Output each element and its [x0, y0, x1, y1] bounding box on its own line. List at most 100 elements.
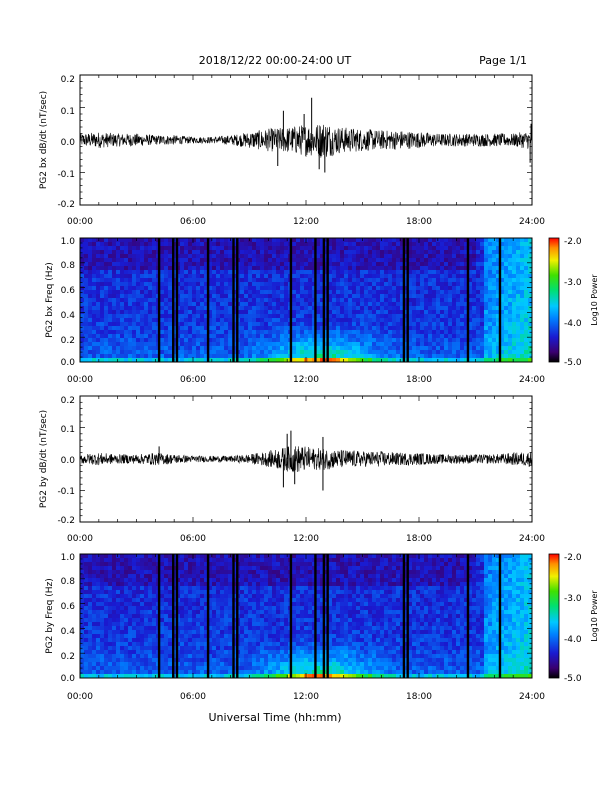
spectrogram-cell	[420, 282, 425, 287]
spectrogram-cell	[112, 566, 117, 571]
spectrogram-cell	[112, 558, 117, 563]
spectrogram-cell	[208, 334, 213, 339]
spectrogram-cell	[416, 314, 421, 319]
spectrogram-cell	[372, 350, 377, 355]
spectrogram-cell	[180, 338, 185, 343]
spectrogram-cell	[140, 290, 145, 295]
spectrogram-cell	[508, 286, 513, 291]
spectrogram-cell	[344, 278, 349, 283]
spectrogram-cell	[200, 246, 205, 251]
spectrogram-cell	[204, 610, 209, 615]
spectrogram-cell	[88, 670, 93, 675]
spectrogram-cell	[168, 242, 173, 247]
spectrogram-cell	[480, 334, 485, 339]
spectrogram-cell	[404, 270, 409, 275]
spectrogram-cell	[388, 334, 393, 339]
spectrogram-cell	[148, 290, 153, 295]
spectrogram-cell	[368, 290, 373, 295]
spectrogram-cell	[128, 286, 133, 291]
spectrogram-cell	[104, 266, 109, 271]
spectrogram-cell	[136, 650, 141, 655]
spectrogram-cell	[212, 630, 217, 635]
spectrogram-cell	[404, 338, 409, 343]
spectrogram-cell	[324, 342, 329, 347]
spectrogram-cell	[116, 346, 121, 351]
spectrogram-cell	[200, 578, 205, 583]
spectrogram-cell	[392, 298, 397, 303]
spectrogram-cell	[256, 346, 261, 351]
spectrogram-cell	[196, 282, 201, 287]
spectrogram-cell	[336, 346, 341, 351]
spectrogram-cell	[500, 302, 505, 307]
spectrogram-cell	[380, 262, 385, 267]
spectrogram-cell	[384, 310, 389, 315]
spectrogram-cell	[528, 346, 533, 351]
spectrogram-cell	[452, 334, 457, 339]
spectrogram-cell	[384, 250, 389, 255]
spectrogram-cell	[392, 238, 397, 243]
spectrogram-cell	[408, 346, 413, 351]
spectrogram-cell	[244, 278, 249, 283]
spectrogram-cell	[84, 246, 89, 251]
spectrogram-cell	[248, 302, 253, 307]
spectrogram-cell	[384, 326, 389, 331]
spectrogram-cell	[220, 290, 225, 295]
spectrogram-cell	[192, 242, 197, 247]
spectrogram-cell	[92, 358, 97, 363]
spectrogram-cell	[392, 354, 397, 359]
spectrogram-cell	[488, 242, 493, 247]
spectrogram-cell	[100, 582, 105, 587]
spectrogram-cell	[452, 346, 457, 351]
spectrogram-cell	[308, 334, 313, 339]
spectrogram-cell	[168, 286, 173, 291]
spectrogram-cell	[108, 634, 113, 639]
spectrogram-cell	[192, 622, 197, 627]
spectrogram-cell	[316, 326, 321, 331]
spectrogram-cell	[100, 606, 105, 611]
spectrogram-cell	[152, 266, 157, 271]
spectrogram-cell	[180, 282, 185, 287]
spectrogram-cell	[176, 270, 181, 275]
spectrogram-cell	[168, 246, 173, 251]
spectrogram-cell	[208, 290, 213, 295]
spectrogram-cell	[376, 326, 381, 331]
spectrogram-cell	[252, 294, 257, 299]
spectrogram-cell	[80, 254, 85, 259]
spectrogram-cell	[268, 306, 273, 311]
spectrogram-cell	[196, 262, 201, 267]
spectrogram-cell	[412, 358, 417, 363]
spectrogram-cell	[216, 246, 221, 251]
spectrogram-cell	[180, 334, 185, 339]
spectrogram-cell	[148, 306, 153, 311]
spectrogram-cell	[516, 322, 521, 327]
spectrogram-cell	[392, 318, 397, 323]
spectrogram-cell	[152, 350, 157, 355]
spectrogram-cell	[372, 354, 377, 359]
spectrogram-cell	[96, 654, 101, 659]
spectrogram-cell	[112, 250, 117, 255]
spectrogram-cell	[168, 670, 173, 675]
spectrogram-cell	[428, 354, 433, 359]
spectrogram-cell	[164, 354, 169, 359]
spectrogram-cell	[136, 566, 141, 571]
spectrogram-cell	[356, 358, 361, 363]
spectrogram-cell	[360, 278, 365, 283]
spectrogram-cell	[280, 350, 285, 355]
spectrogram-cell	[84, 626, 89, 631]
spectrogram-cell	[220, 654, 225, 659]
spectrogram-cell	[528, 342, 533, 347]
spectrogram-cell	[84, 598, 89, 603]
spectrogram-cell	[128, 634, 133, 639]
spectrogram-cell	[360, 254, 365, 259]
spectrogram-cell	[264, 238, 269, 243]
spectrogram-cell	[496, 298, 501, 303]
spectrogram-cell	[160, 278, 165, 283]
spectrogram-cell	[312, 310, 317, 315]
spectrogram-cell	[216, 554, 221, 559]
spectrogram-cell	[308, 278, 313, 283]
spectrogram-cell	[148, 590, 153, 595]
spectrogram-cell	[260, 262, 265, 267]
spectrogram-cell	[144, 254, 149, 259]
spectrogram-cell	[212, 626, 217, 631]
spectrogram-cell	[188, 238, 193, 243]
